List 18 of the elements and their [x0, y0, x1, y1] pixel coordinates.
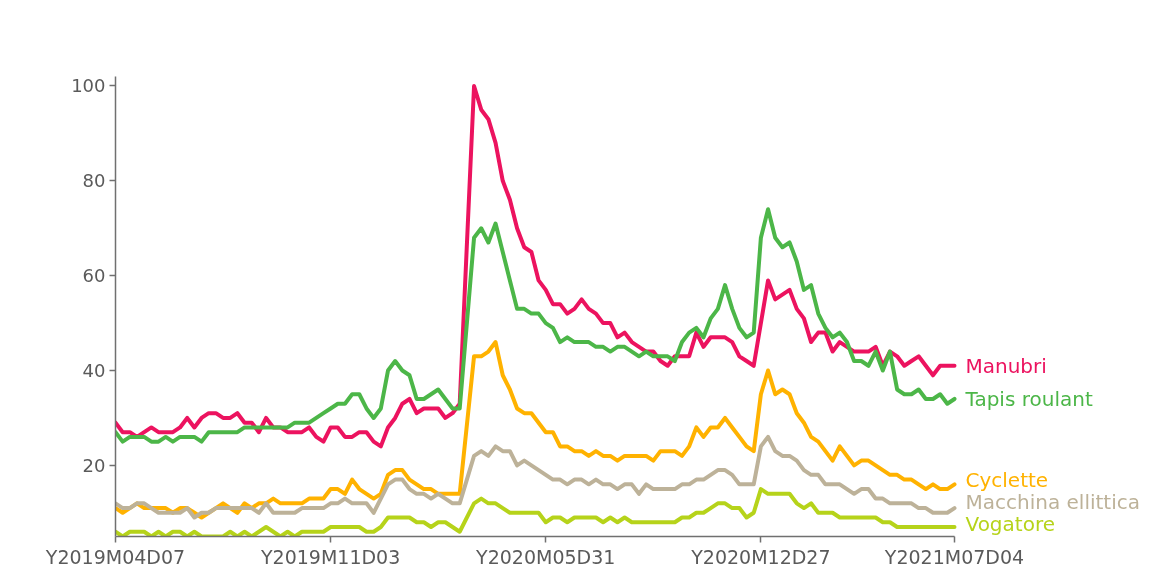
y-tick-label: 80 [82, 170, 106, 192]
x-tick-label: Y2019M11D03 [259, 545, 401, 568]
series-label: Manubri [965, 353, 1047, 378]
x-tick-label: Y2020M05D31 [475, 545, 616, 568]
x-tick-label: Y2021M07D04 [883, 545, 1025, 568]
line-series [115, 83, 957, 449]
series-label: Vogatore [965, 511, 1055, 536]
y-tick-label: 20 [82, 454, 106, 476]
x-tick-label: Y2020M12D27 [690, 545, 831, 568]
y-tick-label: 100 [71, 75, 106, 97]
series-label: Cyclette [965, 467, 1049, 492]
y-tick-label: 60 [82, 265, 106, 287]
line-series [115, 434, 957, 520]
line-series [115, 207, 957, 444]
line-series [115, 340, 957, 520]
x-tick-label: Y2019M04D07 [44, 545, 186, 568]
series-label: Tapis roulant [964, 386, 1093, 411]
y-tick-label: 40 [82, 360, 106, 382]
